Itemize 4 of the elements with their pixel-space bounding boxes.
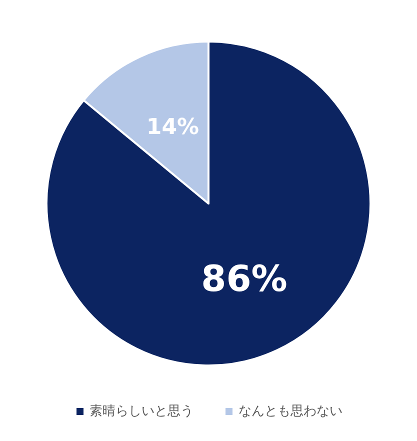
legend-label: 素晴らしいと思う <box>90 404 194 419</box>
data-label: 86% <box>201 259 288 300</box>
legend-label: なんとも思わない <box>238 404 342 419</box>
data-label: 14% <box>146 114 200 140</box>
